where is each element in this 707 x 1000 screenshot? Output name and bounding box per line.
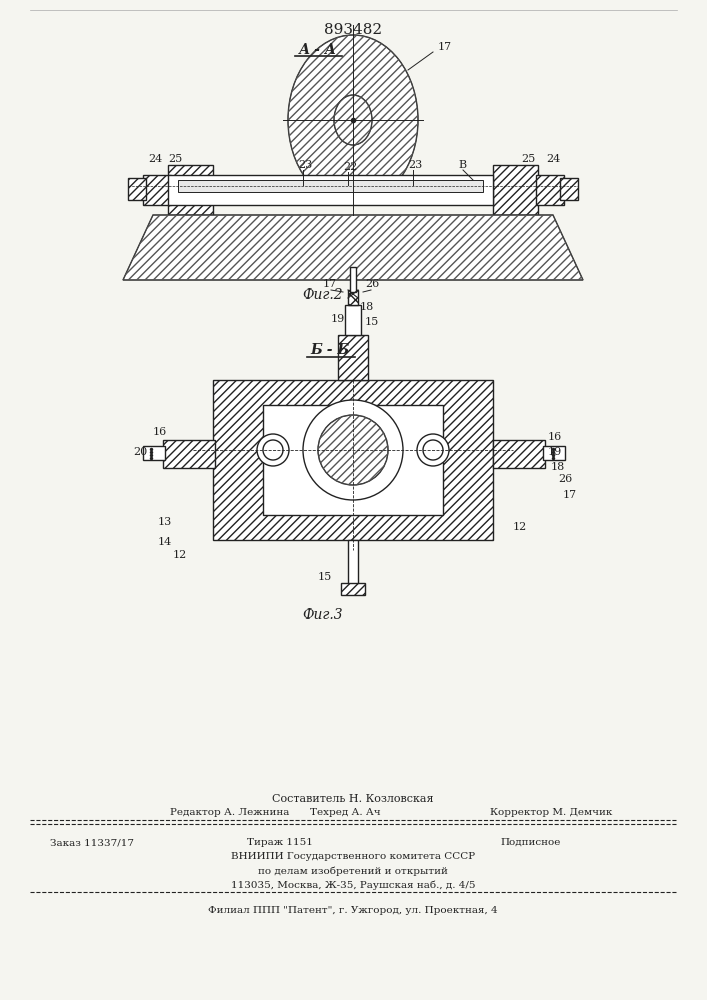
Ellipse shape xyxy=(318,415,388,485)
Bar xyxy=(168,175,493,205)
Text: 22: 22 xyxy=(343,162,357,172)
Text: 19: 19 xyxy=(548,447,562,457)
Text: 15: 15 xyxy=(318,572,332,582)
Bar xyxy=(348,540,358,585)
FancyBboxPatch shape xyxy=(493,165,538,215)
FancyBboxPatch shape xyxy=(341,583,365,595)
Text: 23: 23 xyxy=(298,160,312,170)
Text: 17: 17 xyxy=(323,279,337,289)
FancyBboxPatch shape xyxy=(128,178,146,200)
Text: 113035, Москва, Ж-35, Раушская наб., д. 4/5: 113035, Москва, Ж-35, Раушская наб., д. … xyxy=(230,880,475,890)
Text: 20: 20 xyxy=(133,447,147,457)
Text: 26: 26 xyxy=(365,279,379,289)
Text: 17: 17 xyxy=(563,490,577,500)
Text: 16: 16 xyxy=(548,432,562,442)
Ellipse shape xyxy=(303,400,403,500)
FancyBboxPatch shape xyxy=(536,175,564,205)
Text: 14: 14 xyxy=(158,537,173,547)
Text: 12: 12 xyxy=(173,550,187,560)
Ellipse shape xyxy=(257,434,289,466)
Text: Корректор М. Демчик: Корректор М. Демчик xyxy=(490,808,612,817)
Bar xyxy=(263,405,443,515)
Text: Фиг.2: Фиг.2 xyxy=(303,288,344,302)
Text: 18: 18 xyxy=(551,462,566,472)
Ellipse shape xyxy=(417,434,449,466)
Text: Техред А. Ач: Техред А. Ач xyxy=(310,808,380,817)
Text: 13: 13 xyxy=(158,517,173,527)
FancyBboxPatch shape xyxy=(213,380,493,540)
Bar xyxy=(178,180,483,192)
Text: 15: 15 xyxy=(365,317,379,327)
Text: В: В xyxy=(458,160,466,170)
Text: 24: 24 xyxy=(148,154,162,164)
Text: 25: 25 xyxy=(521,154,535,164)
Ellipse shape xyxy=(288,35,418,205)
Ellipse shape xyxy=(423,440,443,460)
Text: Заказ 11337/17: Заказ 11337/17 xyxy=(50,838,134,847)
FancyBboxPatch shape xyxy=(338,335,368,380)
Text: 16: 16 xyxy=(153,427,168,437)
Text: Филиал ППП "Патент", г. Ужгород, ул. Проектная, 4: Филиал ППП "Патент", г. Ужгород, ул. Про… xyxy=(208,906,498,915)
Bar xyxy=(345,305,361,335)
Text: Подписное: Подписное xyxy=(500,838,561,847)
Bar xyxy=(143,446,165,460)
Text: 25: 25 xyxy=(168,154,182,164)
FancyBboxPatch shape xyxy=(143,175,171,205)
Bar xyxy=(350,267,356,292)
Text: 23: 23 xyxy=(408,160,422,170)
Text: 12: 12 xyxy=(513,522,527,532)
FancyBboxPatch shape xyxy=(168,165,213,215)
Text: Б - Б: Б - Б xyxy=(310,343,350,357)
Ellipse shape xyxy=(334,95,372,145)
Text: ВНИИПИ Государственного комитета СССР: ВНИИПИ Государственного комитета СССР xyxy=(231,852,475,861)
FancyBboxPatch shape xyxy=(560,178,578,200)
Text: по делам изобретений и открытий: по делам изобретений и открытий xyxy=(258,866,448,876)
Text: 893482: 893482 xyxy=(324,23,382,37)
FancyBboxPatch shape xyxy=(348,290,358,305)
Text: 26: 26 xyxy=(558,474,572,484)
Text: 18: 18 xyxy=(360,302,374,312)
Text: Тираж 1151: Тираж 1151 xyxy=(247,838,313,847)
Ellipse shape xyxy=(263,440,283,460)
Polygon shape xyxy=(123,215,583,280)
FancyBboxPatch shape xyxy=(163,440,215,468)
Text: Редактор А. Лежнина: Редактор А. Лежнина xyxy=(170,808,289,817)
Text: 19: 19 xyxy=(331,314,345,324)
Text: Составитель Н. Козловская: Составитель Н. Козловская xyxy=(272,794,434,804)
Text: А - А: А - А xyxy=(299,43,337,57)
Text: Фиг.3: Фиг.3 xyxy=(303,608,344,622)
FancyBboxPatch shape xyxy=(493,440,545,468)
Text: 24: 24 xyxy=(546,154,560,164)
Bar xyxy=(543,446,565,460)
Text: 17: 17 xyxy=(438,42,452,52)
